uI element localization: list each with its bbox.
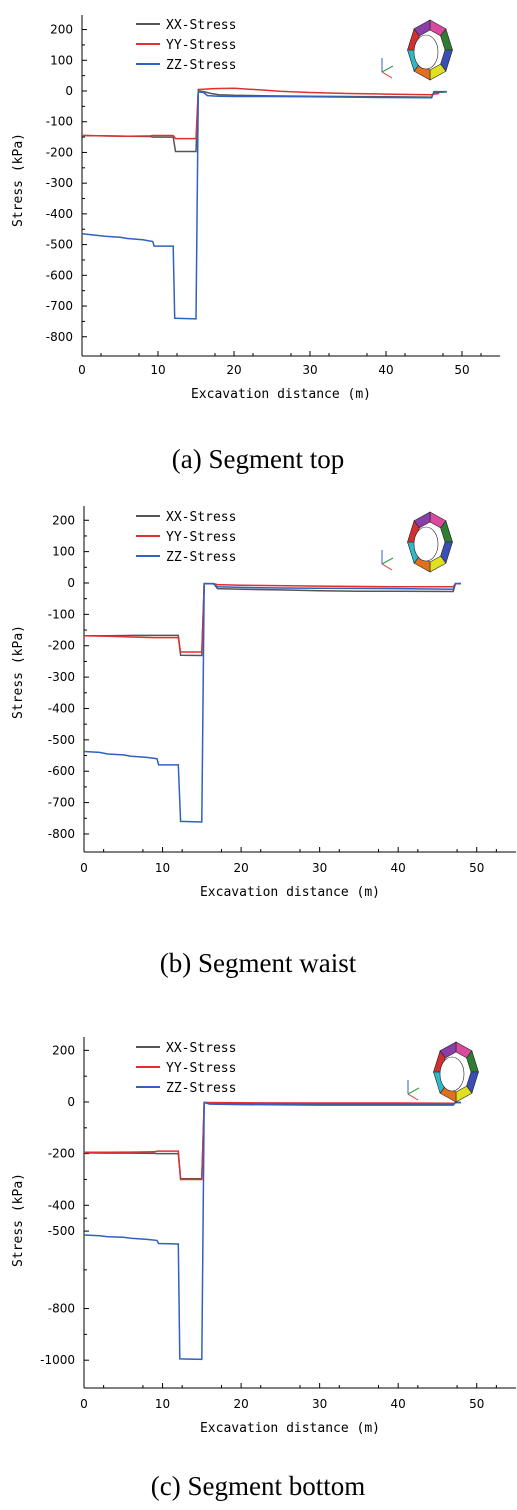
panel-caption: (c) Segment bottom <box>151 1471 365 1501</box>
x-tick-label: 0 <box>78 363 86 377</box>
y-tick-label: -400 <box>48 1198 75 1212</box>
legend-label: YY-Stress <box>166 1061 236 1076</box>
x-tick-label: 0 <box>80 861 88 875</box>
series-line-xx-stress <box>84 582 461 657</box>
y-tick-label: 100 <box>52 545 75 559</box>
axis-triad-icon <box>381 58 394 79</box>
y-tick-label: -100 <box>46 115 73 129</box>
chart-panel-2: 0 10 20 30 40 50 200 100 0 -100 -200 -300 -400 -500 -6… <box>11 506 516 978</box>
x-tick-label: 10 <box>155 861 170 875</box>
x-tick-label: 0 <box>80 1397 88 1411</box>
chart-panel-3: 0 10 20 30 40 50 200 0 -200 -400 -500 -800 -1000 Exca… <box>11 1037 516 1501</box>
y-tick-label: -1000 <box>40 1353 75 1367</box>
y-tick-label: -400 <box>46 207 73 221</box>
triad-y-axis <box>381 65 394 73</box>
y-tick-label: 0 <box>67 576 75 590</box>
ring-segment <box>413 511 431 529</box>
legend-label: XX-Stress <box>166 510 236 525</box>
y-tick-label: -200 <box>48 639 75 653</box>
series-line-yy-stress <box>81 87 440 140</box>
ring-bore <box>439 1056 465 1092</box>
x-tick-label: 10 <box>155 1397 170 1411</box>
ring-bore <box>413 34 439 70</box>
x-tick-label: 30 <box>302 363 317 377</box>
y-tick-label: -700 <box>48 796 75 810</box>
x-tick-label: 20 <box>226 363 241 377</box>
x-tick-label: 30 <box>312 861 327 875</box>
y-tick-label: -400 <box>48 701 75 715</box>
y-tick-label: -600 <box>48 764 75 778</box>
series-line-yy-stress <box>84 1101 461 1181</box>
series-line-yy-stress <box>83 582 461 653</box>
ring-bore <box>413 526 439 562</box>
triad-y-axis <box>381 557 394 565</box>
y-tick-label: 100 <box>50 53 73 67</box>
y-tick-label: 0 <box>65 84 73 98</box>
y-axis-title: Stress (kPa) <box>11 133 26 227</box>
legend-label: ZZ-Stress <box>166 58 236 73</box>
x-tick-label: 40 <box>391 1397 406 1411</box>
x-tick-label: 40 <box>391 861 406 875</box>
x-tick-label: 50 <box>454 363 469 377</box>
series-line-zz-stress <box>81 90 447 320</box>
y-tick-label: 200 <box>50 23 73 37</box>
y-tick-label: 200 <box>52 1043 75 1057</box>
series-line-zz-stress <box>83 1101 461 1361</box>
x-tick-label: 10 <box>150 363 165 377</box>
x-tick-label: 40 <box>378 363 393 377</box>
triad-x-axis <box>407 1093 419 1101</box>
y-tick-label: 200 <box>52 513 75 527</box>
x-axis-title: Excavation distance (m) <box>200 1421 380 1436</box>
tunnel-ring-inset <box>433 1041 479 1103</box>
x-axis-title: Excavation distance (m) <box>191 387 371 402</box>
x-tick-label: 20 <box>233 1397 248 1411</box>
panel-caption: (a) Segment top <box>172 444 344 474</box>
y-tick-label: -500 <box>46 238 73 252</box>
y-tick-label: -100 <box>48 607 75 621</box>
legend-label: XX-Stress <box>166 1041 236 1056</box>
ring-segment <box>439 1041 457 1059</box>
y-tick-label: -600 <box>46 268 73 282</box>
y-tick-label: 0 <box>67 1095 75 1109</box>
panel-caption: (b) Segment waist <box>160 948 357 978</box>
x-axis-title: Excavation distance (m) <box>200 885 380 900</box>
y-tick-label: -800 <box>48 1302 75 1316</box>
y-tick-label: -800 <box>46 330 73 344</box>
y-tick-label: -700 <box>46 299 73 313</box>
x-tick-label: 30 <box>312 1397 327 1411</box>
triad-x-axis <box>381 563 393 571</box>
y-tick-label: -500 <box>48 733 75 747</box>
axis-triad-icon <box>407 1080 420 1101</box>
y-tick-label: -500 <box>48 1224 75 1238</box>
tunnel-ring-inset <box>407 19 453 81</box>
series-line-xx-stress <box>83 1101 461 1180</box>
y-tick-label: -800 <box>48 827 75 841</box>
axis-triad-icon <box>381 550 394 571</box>
tunnel-ring-inset <box>407 511 453 573</box>
y-tick-label: -200 <box>48 1147 75 1161</box>
chart-panel-1: 0 10 20 30 40 50 200 100 0 -100 -200 -300 -400 -500 -6… <box>11 15 500 474</box>
legend-label: ZZ-Stress <box>166 1081 236 1096</box>
y-tick-label: -300 <box>46 176 73 190</box>
legend-label: XX-Stress <box>166 18 236 33</box>
series-line-zz-stress <box>83 582 461 823</box>
y-tick-label: -200 <box>46 145 73 159</box>
legend-label: YY-Stress <box>166 38 236 53</box>
triad-x-axis <box>381 71 393 79</box>
x-tick-label: 20 <box>233 861 248 875</box>
ring-segment <box>413 19 431 37</box>
x-tick-label: 50 <box>469 861 484 875</box>
triad-y-axis <box>407 1087 420 1095</box>
legend-label: ZZ-Stress <box>166 550 236 565</box>
y-tick-label: -300 <box>48 670 75 684</box>
y-axis-title: Stress (kPa) <box>11 625 26 719</box>
series-line-xx-stress <box>81 90 447 153</box>
y-axis-title: Stress (kPa) <box>11 1173 26 1267</box>
legend-label: YY-Stress <box>166 530 236 545</box>
x-tick-label: 50 <box>469 1397 484 1411</box>
